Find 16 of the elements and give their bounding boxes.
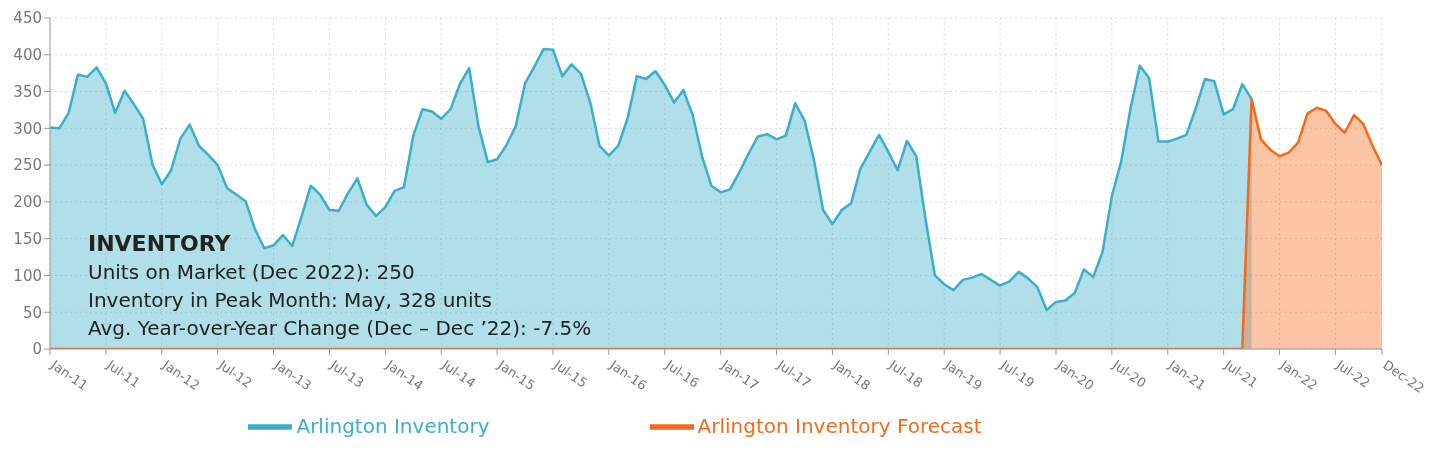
y-tick-label: 200 xyxy=(13,193,42,212)
y-tick-label: 100 xyxy=(13,266,42,285)
text: INVENTORY xyxy=(88,231,231,256)
y-tick-label: 450 xyxy=(13,9,42,28)
legend-label: Arlington Inventory Forecast xyxy=(697,413,982,438)
legend-label: Arlington Inventory xyxy=(296,413,490,438)
y-tick-label: 350 xyxy=(13,82,42,101)
y-tick-label: 150 xyxy=(13,229,42,248)
y-tick-label: 0 xyxy=(32,340,42,359)
text: Units on Market (Dec 2022): 250 xyxy=(88,260,415,284)
text: Inventory in Peak Month: May, 328 units xyxy=(88,288,492,312)
y-tick-label: 400 xyxy=(13,46,42,65)
y-tick-label: 250 xyxy=(13,156,42,175)
y-tick-label: 50 xyxy=(22,303,42,322)
y-tick-label: 300 xyxy=(13,119,42,138)
text: Avg. Year-over-Year Change (Dec – Dec ’22): -7.5% xyxy=(88,316,592,340)
